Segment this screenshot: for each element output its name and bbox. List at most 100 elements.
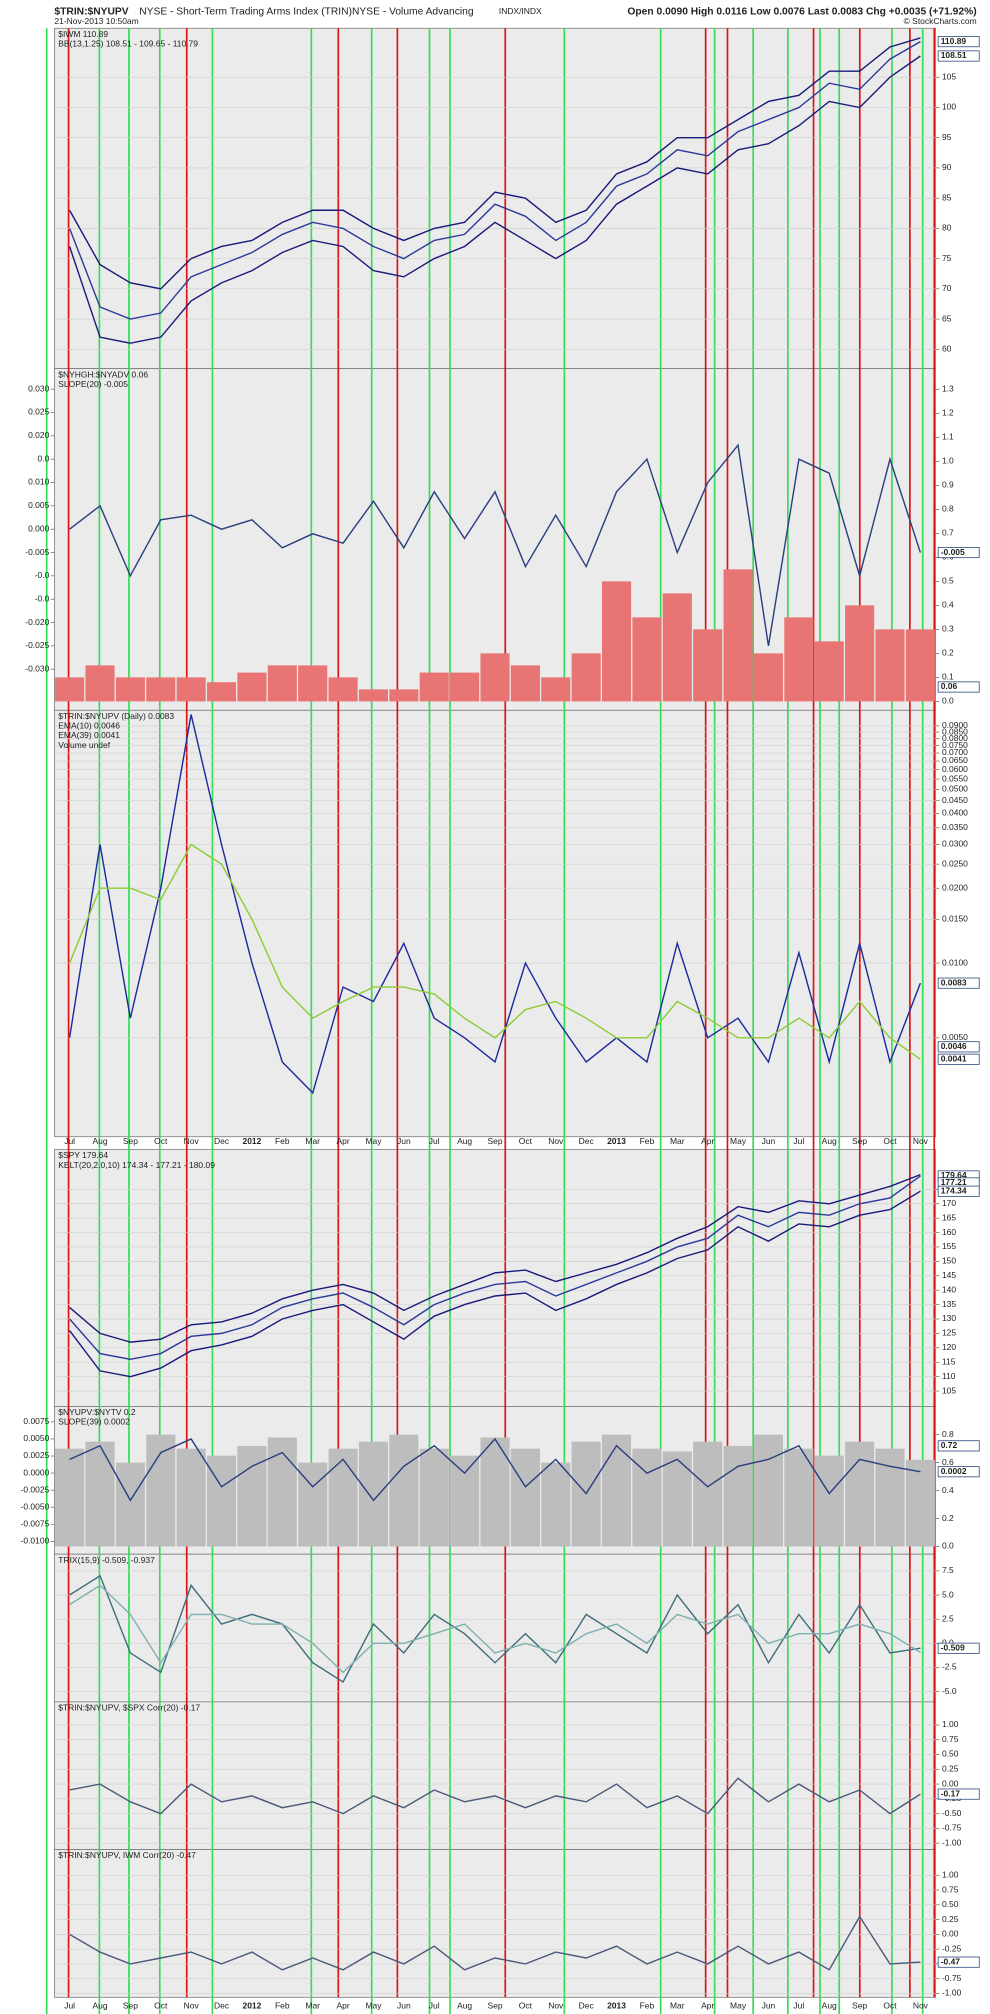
- x-tick-label: Sep: [852, 2001, 867, 2011]
- x-tick-label: Mar: [305, 1136, 320, 1146]
- x-tick-label: Nov: [184, 1136, 200, 1146]
- x-tick-label: Nov: [913, 1136, 929, 1146]
- x-tick-label: Oct: [519, 2001, 533, 2011]
- bar: [115, 677, 145, 702]
- bar: [328, 1448, 358, 1547]
- x-tick-label: May: [365, 2001, 382, 2011]
- series-line: [69, 1437, 921, 1502]
- legend-entry: $SPY 179.64: [58, 1150, 108, 1160]
- y-tick-label: 0.0600: [942, 764, 968, 774]
- panel-bg: [54, 1849, 936, 1998]
- y-tick-label: 1.3: [942, 384, 954, 394]
- y2-tick-label: -0.005: [25, 547, 49, 557]
- series-line: [69, 1584, 921, 1674]
- y-tick-label: 0.50: [942, 1899, 959, 1909]
- y-tick-label: 0.50: [942, 1749, 959, 1759]
- y2-tick-label: -0.0100: [21, 1536, 50, 1546]
- legend-entry: $TRIN:$NYUPV, IWM Corr(20) -0.47: [58, 1850, 196, 1860]
- y-tick-label: 65: [942, 313, 952, 323]
- value-tag-box: [937, 36, 980, 48]
- value-tag-box: [937, 1053, 980, 1065]
- bar: [450, 672, 480, 702]
- y2-tick-label: 0.000: [28, 523, 49, 533]
- y-tick-label: 2.5: [942, 1613, 954, 1623]
- y2-tick-label: -0.0: [35, 593, 50, 603]
- y-tick-label: 0.0400: [942, 808, 968, 818]
- y-tick-label: 130: [942, 1313, 956, 1323]
- x-tick-label: Dec: [579, 2001, 595, 2011]
- x-tick-label: Dec: [579, 1136, 595, 1146]
- y-tick-label: 0.0300: [942, 839, 968, 849]
- bar: [723, 569, 753, 702]
- y-tick-label: 115: [942, 1356, 956, 1366]
- bar: [784, 1448, 814, 1547]
- panel-bg: [54, 1149, 936, 1407]
- bar: [601, 581, 632, 702]
- y-tick-label: 0.7: [942, 528, 954, 538]
- y-tick-label: -5.0: [942, 1686, 957, 1696]
- bar: [176, 677, 206, 702]
- series-line: [68, 37, 921, 290]
- y-tick-label: 170: [942, 1198, 956, 1208]
- x-tick-label: Oct: [154, 1136, 168, 1146]
- y-tick-label: -1.00: [942, 1988, 962, 1998]
- x-tick-label: Mar: [670, 2001, 685, 2011]
- series-line: [68, 55, 921, 344]
- y2-tick-label: -0.0050: [21, 1501, 50, 1511]
- value-tag: 110.89: [941, 36, 967, 46]
- x-tick-label: Aug: [92, 2001, 107, 2011]
- x-tick-label: Apr: [701, 2001, 714, 2011]
- y-tick-label: 105: [942, 71, 956, 81]
- y-tick-label: 0.0550: [942, 773, 968, 783]
- bar: [480, 1437, 510, 1547]
- y-tick-label: 0.1: [942, 672, 954, 682]
- value-tag-box: [937, 977, 980, 989]
- y2-tick-label: 0.025: [28, 407, 49, 417]
- x-tick-label: Nov: [548, 1136, 564, 1146]
- bar: [206, 682, 237, 702]
- y2-tick-label: 0.0050: [23, 1433, 49, 1443]
- x-tick-label: Feb: [275, 2001, 290, 2011]
- x-tick-label: May: [365, 1136, 382, 1146]
- value-tag-box: [937, 1788, 980, 1800]
- y-tick-label: 0.4: [942, 1485, 954, 1495]
- value-tag-box: [937, 1466, 980, 1478]
- y-tick-label: 135: [942, 1299, 956, 1309]
- y2-tick-label: -0.0075: [21, 1519, 50, 1529]
- bar: [55, 1448, 85, 1547]
- y-tick-label: 0.0700: [942, 747, 968, 757]
- y-tick-label: 105: [942, 1385, 956, 1395]
- bar: [55, 677, 85, 702]
- x-tick-label: 2013: [607, 2001, 626, 2011]
- y-tick-label: 150: [942, 1256, 956, 1266]
- y-tick-label: 120: [942, 1342, 956, 1352]
- y2-tick-label: 0.010: [28, 477, 49, 487]
- bar: [480, 653, 510, 702]
- bar: [419, 672, 449, 702]
- bar: [146, 1434, 176, 1547]
- value-tag: 179.64: [941, 1170, 967, 1180]
- y-tick-label: 0.0750: [942, 740, 968, 750]
- y-tick-label: 85: [942, 192, 952, 202]
- bar: [814, 641, 844, 702]
- bar: [753, 1434, 784, 1547]
- bar: [510, 1448, 540, 1547]
- bar: [176, 1448, 206, 1547]
- y2-tick-label: 0.020: [28, 430, 49, 440]
- y-tick-label: 125: [942, 1328, 956, 1338]
- y-tick-label: 0.0850: [942, 726, 968, 736]
- bar: [662, 593, 692, 702]
- bar: [601, 1434, 632, 1547]
- x-tick-label: Nov: [184, 2001, 200, 2011]
- value-tag: 0.0046: [941, 1041, 967, 1051]
- bar: [115, 1462, 145, 1547]
- value-tag-box: [937, 1185, 980, 1197]
- x-tick-label: Sep: [123, 1136, 138, 1146]
- y2-tick-label: 0.0025: [23, 1450, 49, 1460]
- value-tag: 0.0002: [941, 1466, 967, 1476]
- y-tick-label: 0.2: [942, 648, 954, 658]
- y-tick-label: 1.00: [942, 1719, 959, 1729]
- y-tick-label: 1.2: [942, 408, 954, 418]
- x-tick-label: Apr: [336, 1136, 349, 1146]
